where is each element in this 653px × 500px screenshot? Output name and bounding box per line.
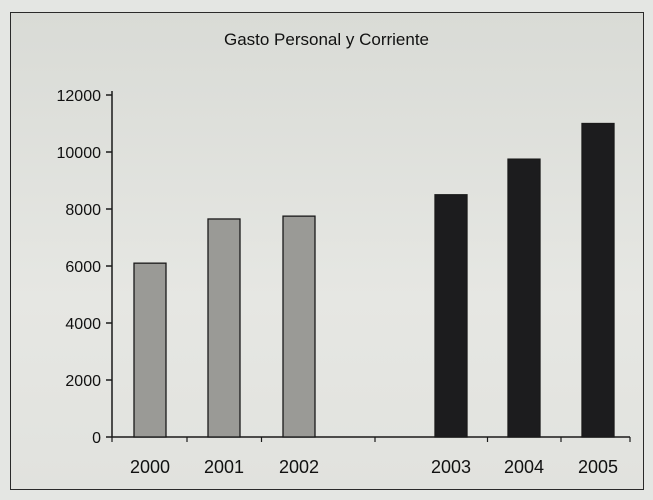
bar-2002 <box>282 215 316 438</box>
bar-2003 <box>434 194 468 438</box>
bar-2001 <box>207 218 241 438</box>
x-tick-label: 2000 <box>130 457 170 477</box>
y-tick-label: 0 <box>92 430 101 447</box>
y-tick-label: 2000 <box>65 373 101 390</box>
bar-2004 <box>507 158 541 438</box>
y-tick-label: 12000 <box>57 88 102 105</box>
bar-2000 <box>133 262 167 438</box>
y-tick-label: 10000 <box>57 145 102 162</box>
y-tick-label: 6000 <box>65 259 101 276</box>
x-tick-label: 2003 <box>431 457 471 477</box>
x-tick-label: 2004 <box>504 457 544 477</box>
x-tick-label: 2001 <box>204 457 244 477</box>
x-tick-label: 2002 <box>279 457 319 477</box>
chart-title: Gasto Personal y Corriente <box>223 30 430 49</box>
y-tick-label: 4000 <box>65 316 101 333</box>
x-tick-label: 2005 <box>578 457 618 477</box>
bar-2005 <box>581 122 615 438</box>
y-tick-label: 8000 <box>65 202 101 219</box>
